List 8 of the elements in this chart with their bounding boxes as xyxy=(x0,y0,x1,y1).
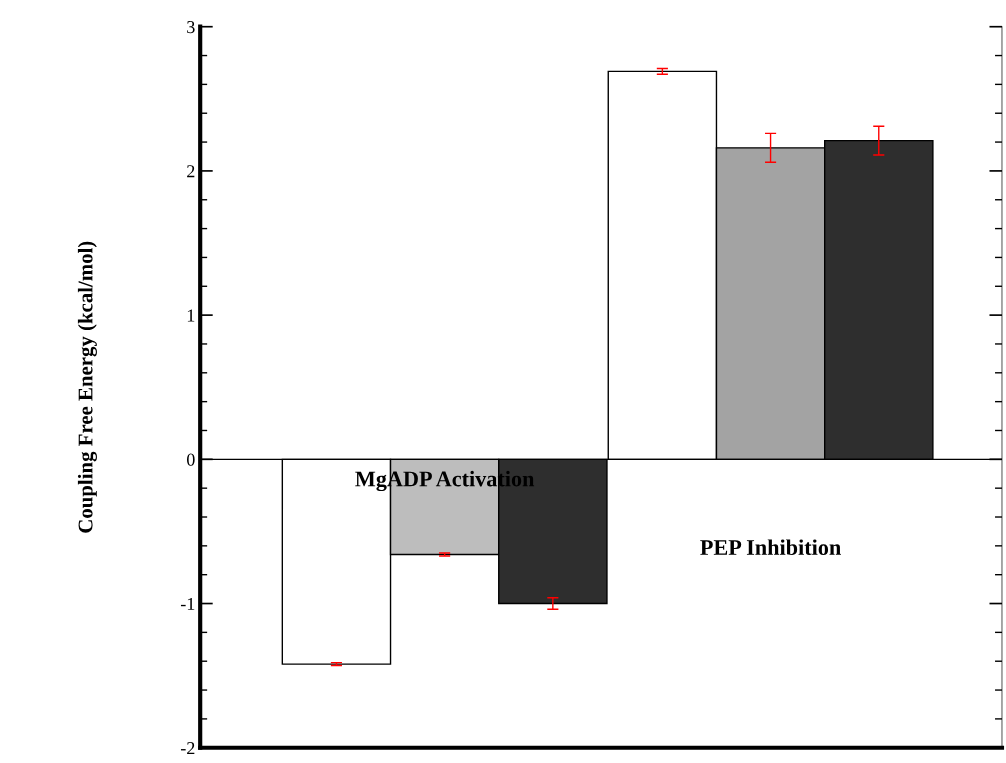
y-tick-label: 0 xyxy=(186,453,195,466)
y-tick-label: 2 xyxy=(187,165,195,178)
y-tick-label: 1 xyxy=(187,309,195,322)
y-axis-title: Coupling Free Energy (kcal/mol) xyxy=(77,241,97,533)
y-tick-label: -1 xyxy=(180,597,195,610)
y-tick-label: 3 xyxy=(187,21,195,34)
y-tick-label: -2 xyxy=(180,742,195,754)
x-tick-label: PEP Inhibition xyxy=(700,539,841,556)
